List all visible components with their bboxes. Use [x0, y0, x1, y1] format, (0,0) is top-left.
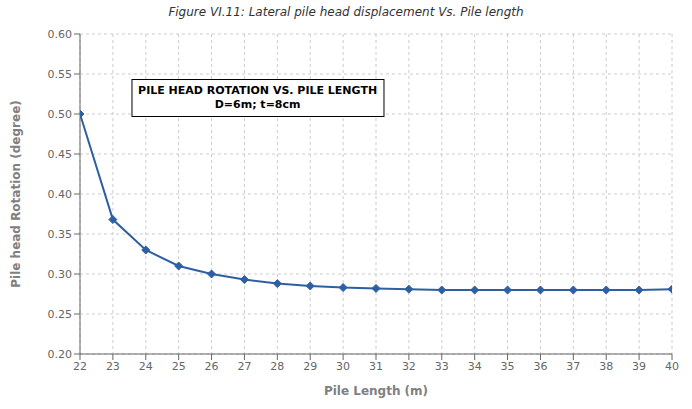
svg-text:Pile Length (m): Pile Length (m): [324, 384, 428, 398]
svg-text:0.35: 0.35: [48, 228, 73, 241]
html-text:Figure VI.11: Lateral pile hea: Figure VI.11: Lateral pile head displace…: [168, 5, 524, 19]
svg-text:33: 33: [435, 360, 449, 373]
svg-text:38: 38: [599, 360, 613, 373]
svg-text:0.20: 0.20: [48, 348, 73, 361]
svg-text:25: 25: [172, 360, 186, 373]
svg-text:0.50: 0.50: [48, 108, 73, 121]
svg-text:30: 30: [336, 360, 350, 373]
svg-text:32: 32: [402, 360, 416, 373]
svg-text:28: 28: [270, 360, 284, 373]
svg-text:31: 31: [369, 360, 383, 373]
html-text:PILE HEAD ROTATION VS. PILE LE: PILE HEAD ROTATION VS. PILE LENGTH: [138, 84, 378, 97]
svg-text:Pile head Rotation (degree): Pile head Rotation (degree): [9, 100, 23, 288]
svg-text:24: 24: [139, 360, 153, 373]
svg-text:26: 26: [205, 360, 219, 373]
svg-text:0.25: 0.25: [48, 308, 73, 321]
svg-text:0.60: 0.60: [48, 28, 73, 41]
svg-text:23: 23: [106, 360, 120, 373]
svg-text:0.45: 0.45: [48, 148, 73, 161]
svg-text:40: 40: [665, 360, 679, 373]
svg-text:36: 36: [533, 360, 547, 373]
svg-text:0.40: 0.40: [48, 188, 73, 201]
svg-text:35: 35: [501, 360, 515, 373]
svg-text:37: 37: [566, 360, 580, 373]
svg-text:29: 29: [303, 360, 317, 373]
svg-text:27: 27: [237, 360, 251, 373]
svg-text:39: 39: [632, 360, 646, 373]
svg-text:0.30: 0.30: [48, 268, 73, 281]
svg-text:34: 34: [468, 360, 482, 373]
svg-text:22: 22: [73, 360, 87, 373]
html-text:D=6m; t=8cm: D=6m; t=8cm: [214, 98, 301, 111]
svg-text:0.55: 0.55: [48, 68, 73, 81]
